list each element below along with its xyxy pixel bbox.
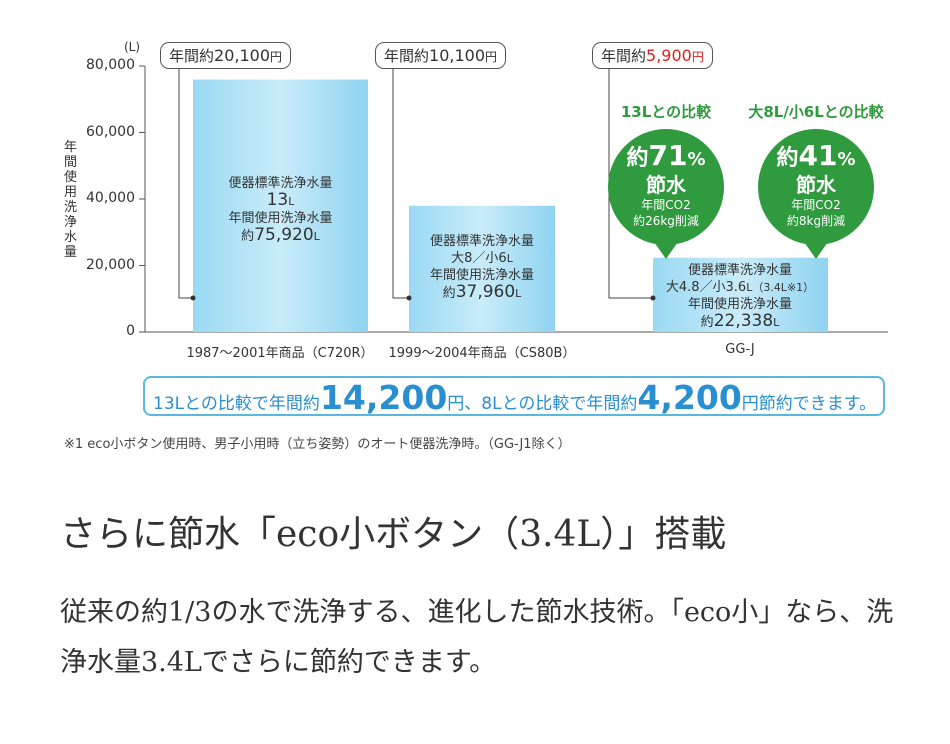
- annual-cost-callout: 年間約5,900円: [592, 42, 713, 69]
- annual-usage-label: 年間使用洗浄水量: [429, 268, 534, 283]
- flush-volume-value: 大4.8／小3.6: [665, 280, 747, 295]
- saving-percent: 71: [648, 139, 688, 172]
- bubble-pointer: [802, 239, 830, 259]
- saving-percent-sign: %: [837, 149, 856, 170]
- callout-amount: 10,100: [429, 46, 485, 65]
- savings-summary: 13Lとの比較で年間約14,200円、8Lとの比較で年間約4,200円節約できま…: [143, 376, 885, 417]
- callout-unit: 円: [691, 50, 704, 64]
- saving-prefix: 約: [626, 146, 649, 171]
- leader-dot: [650, 295, 656, 301]
- bubble-pointer: [652, 239, 680, 259]
- bar: [193, 79, 368, 332]
- comparison-heading: 13Lとの比較: [620, 103, 712, 121]
- annual-usage-label: 年間使用洗浄水量: [687, 297, 792, 312]
- callout-prefix: 年間約: [169, 47, 215, 65]
- flush-volume-unit: L: [288, 195, 295, 208]
- callout-amount: 20,100: [214, 46, 270, 65]
- saving-word: 節水: [646, 173, 686, 197]
- bar: [653, 257, 828, 332]
- savings-text-3: 円節約できます。: [741, 394, 877, 414]
- chart-canvas: [139, 65, 888, 333]
- saving-percent-sign: %: [687, 149, 706, 170]
- y-tick-label: 60,000: [86, 123, 135, 140]
- bar-inner-label: 便器標準洗浄水量大4.8／小3.6L（3.4L※1） 年間使用洗浄水量約22,33…: [640, 262, 840, 331]
- annual-usage-unit: L: [313, 230, 320, 243]
- annual-cost-callout: 年間約10,100円: [375, 42, 507, 69]
- savings-amount-8l: 4,200: [637, 378, 742, 417]
- y-tick-label: 0: [126, 323, 135, 339]
- y-tick-label: 40,000: [86, 190, 135, 206]
- bar-inner-label: 便器標準洗浄水量 大8／小6L 年間使用洗浄水量 約37,960L: [409, 233, 555, 302]
- annual-usage-prefix: 約: [442, 286, 456, 301]
- flush-volume-value: 大8／小6: [451, 251, 507, 266]
- flush-volume-label: 便器標準洗浄水量: [228, 176, 333, 191]
- callout-unit: 円: [270, 50, 283, 64]
- bubble-text: 約71% 節水 年間CO2 約26kg削減: [606, 142, 726, 229]
- flush-volume-unit: L（3.4L※1）: [746, 281, 815, 294]
- flush-volume-label: 便器標準洗浄水量: [429, 234, 534, 249]
- bar-inner-label: 便器標準洗浄水量 13L 年間使用洗浄水量 約75,920L: [193, 175, 368, 245]
- savings-bubble: [758, 129, 874, 259]
- flush-volume-label: 便器標準洗浄水量: [687, 263, 792, 278]
- flush-volume-unit: L: [506, 252, 513, 265]
- bar: [409, 205, 555, 332]
- x-category-label: 1987〜2001年商品（C720R）: [186, 346, 374, 361]
- headline: さらに節水「eco小ボタン（3.4L）」搭載: [60, 514, 727, 555]
- annual-cost-callout: 年間約20,100円: [160, 42, 292, 69]
- annual-usage-value: 22,338: [713, 311, 774, 331]
- x-category-label: 1999〜2004年商品（CS80B）: [388, 346, 576, 361]
- comparison-heading: 大8L/小6Lとの比較: [748, 103, 884, 121]
- callout-unit: 円: [485, 50, 498, 64]
- annual-usage-value: 75,920: [254, 225, 314, 245]
- y-axis-unit: (L): [124, 40, 141, 54]
- savings-amount-13l: 14,200: [319, 378, 448, 417]
- annual-usage-label: 年間使用洗浄水量: [228, 211, 333, 226]
- annual-usage-value: 37,960: [455, 282, 516, 302]
- annual-usage-prefix: 約: [241, 229, 255, 244]
- saving-percent: 41: [798, 139, 838, 172]
- callout-leader: [392, 66, 409, 299]
- callout-prefix: 年間約: [601, 47, 647, 65]
- callout-amount: 5,900: [646, 46, 692, 65]
- co2-label: 年間CO2: [791, 198, 841, 212]
- savings-text-1: 13Lとの比較で年間約: [153, 394, 320, 414]
- footnote: ※1 eco小ボタン使用時、男子小用時（立ち姿勢）のオート便器洗浄時。（GG-J…: [64, 437, 571, 452]
- body-text: 従来の約1/3の水で洗浄する、進化した節水技術。「eco小」なら、洗浄水量3.4…: [60, 597, 894, 678]
- annual-usage-unit: L: [515, 287, 522, 300]
- callout-leader: [178, 66, 193, 299]
- co2-label: 年間CO2: [641, 198, 691, 212]
- co2-reduction: 約8kg削減: [786, 214, 846, 228]
- saving-word: 節水: [796, 173, 836, 197]
- y-tick-label: 80,000: [86, 57, 135, 73]
- co2-reduction: 約26kg削減: [633, 214, 699, 228]
- leader-dot: [406, 295, 412, 301]
- callout-prefix: 年間約: [384, 47, 430, 65]
- y-tick-label: 20,000: [86, 256, 135, 273]
- savings-bubble: [608, 129, 724, 259]
- x-category-label: GG-J: [725, 342, 755, 357]
- leader-dot: [190, 295, 196, 301]
- callout-leader: [608, 66, 653, 299]
- savings-text-2: 円、8Lとの比較で年間約: [447, 394, 638, 414]
- annual-usage-unit: L: [773, 316, 780, 329]
- flush-volume-value: 13: [266, 190, 289, 210]
- annual-usage-prefix: 約: [700, 315, 714, 330]
- saving-prefix: 約: [776, 146, 799, 171]
- bubble-text: 約41% 節水 年間CO2 約8kg削減: [756, 142, 876, 229]
- y-axis-label: 年間使用洗浄水量: [64, 140, 78, 260]
